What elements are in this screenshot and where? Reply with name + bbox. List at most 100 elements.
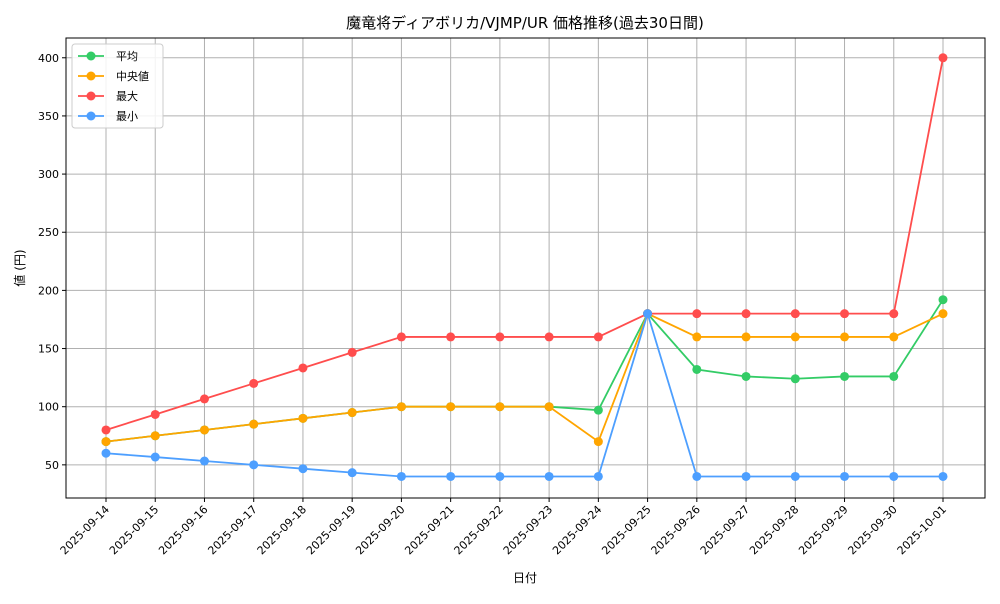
- data-point: [889, 309, 899, 319]
- x-tick-label: 2025-09-17: [205, 503, 259, 557]
- y-tick-label: 200: [38, 284, 59, 297]
- data-point: [347, 347, 357, 357]
- x-tick-label: 2025-09-26: [649, 503, 703, 557]
- x-tick-label: 2025-09-25: [599, 503, 653, 557]
- x-tick-label: 2025-09-15: [107, 503, 161, 557]
- x-tick-label: 2025-09-21: [402, 503, 456, 557]
- x-tick-label: 2025-09-29: [796, 503, 850, 557]
- legend-marker: [86, 91, 96, 101]
- data-point: [495, 402, 505, 412]
- data-point: [692, 471, 702, 481]
- x-tick-label: 2025-09-18: [255, 503, 309, 557]
- data-point: [298, 413, 308, 423]
- y-tick-label: 400: [38, 52, 59, 65]
- y-axis-label: 値 (円): [12, 249, 27, 286]
- data-point: [741, 471, 751, 481]
- y-tick-label: 150: [38, 343, 59, 356]
- data-point: [593, 405, 603, 415]
- data-point: [199, 456, 209, 466]
- data-point: [101, 448, 111, 458]
- x-tick-label: 2025-09-20: [353, 503, 407, 557]
- data-point: [347, 468, 357, 478]
- data-point: [741, 371, 751, 381]
- data-point: [790, 471, 800, 481]
- legend-label: 最小: [116, 110, 138, 123]
- data-point: [692, 332, 702, 342]
- series-line: [105, 299, 944, 443]
- x-tick-label: 2025-09-14: [58, 503, 112, 557]
- data-point: [199, 425, 209, 435]
- data-point: [446, 332, 456, 342]
- y-tick-label: 100: [38, 401, 59, 414]
- plot-frame: [65, 37, 986, 499]
- data-point: [692, 364, 702, 374]
- data-point: [889, 471, 899, 481]
- x-tick-label: 2025-09-30: [845, 503, 899, 557]
- data-point: [692, 309, 702, 319]
- data-point: [840, 332, 850, 342]
- data-point: [150, 431, 160, 441]
- data-point: [593, 332, 603, 342]
- data-point: [593, 437, 603, 447]
- x-tick-label: 2025-09-22: [452, 503, 506, 557]
- data-point: [249, 419, 259, 429]
- data-point: [544, 471, 554, 481]
- data-point: [347, 408, 357, 418]
- series-0: [101, 295, 948, 447]
- data-point: [544, 402, 554, 412]
- data-point: [298, 363, 308, 373]
- data-point: [741, 332, 751, 342]
- y-tick-label: 50: [45, 459, 59, 472]
- x-tick-label: 2025-09-23: [501, 503, 555, 557]
- data-point: [249, 378, 259, 388]
- data-point: [938, 295, 948, 305]
- data-point: [643, 309, 653, 319]
- legend-label: 平均: [116, 50, 138, 63]
- data-point: [298, 464, 308, 474]
- data-point: [938, 309, 948, 319]
- series-line: [105, 312, 944, 443]
- series-3: [101, 309, 948, 481]
- data-point: [446, 471, 456, 481]
- data-point: [199, 394, 209, 404]
- data-point: [790, 374, 800, 384]
- data-point: [396, 471, 406, 481]
- data-point: [889, 332, 899, 342]
- data-point: [495, 471, 505, 481]
- data-point: [249, 460, 259, 470]
- legend-marker: [86, 71, 96, 81]
- data-point: [840, 471, 850, 481]
- y-tick-label: 350: [38, 110, 59, 123]
- data-point: [889, 371, 899, 381]
- data-point: [396, 332, 406, 342]
- x-tick-label: 2025-09-24: [550, 503, 604, 557]
- data-point: [101, 425, 111, 435]
- data-point: [396, 402, 406, 412]
- data-point: [150, 452, 160, 462]
- y-tick-label: 300: [38, 168, 59, 181]
- data-point: [495, 332, 505, 342]
- data-point: [593, 471, 603, 481]
- series-1: [101, 309, 948, 447]
- data-point: [790, 309, 800, 319]
- x-tick-label: 2025-09-16: [156, 503, 210, 557]
- ticks: 2025-09-142025-09-152025-09-162025-09-17…: [38, 52, 949, 558]
- data-point: [840, 309, 850, 319]
- legend-box: [71, 43, 164, 129]
- x-tick-label: 2025-09-19: [304, 503, 358, 557]
- grid: [66, 38, 985, 498]
- x-tick-label: 2025-09-28: [747, 503, 801, 557]
- x-tick-label: 2025-09-27: [698, 503, 752, 557]
- legend-label: 最大: [116, 89, 138, 103]
- data-point: [741, 309, 751, 319]
- data-point: [938, 471, 948, 481]
- data-point: [840, 371, 850, 381]
- legend-marker: [86, 111, 96, 121]
- chart-title: 魔竜将ディアボリカ/VJMP/UR 価格推移(過去30日間): [346, 14, 704, 32]
- data-point: [544, 332, 554, 342]
- legend-label: 中央値: [116, 70, 149, 83]
- series-line: [105, 57, 944, 431]
- x-tick-label: 2025-10-01: [895, 503, 949, 557]
